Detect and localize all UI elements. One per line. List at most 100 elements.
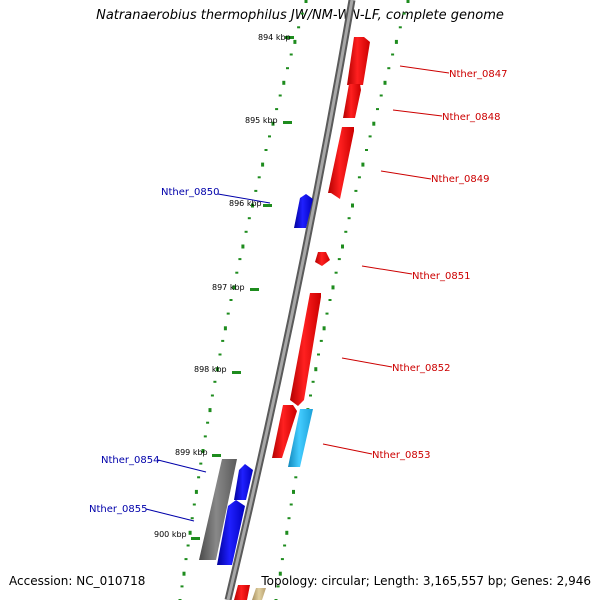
ring-dot: [285, 530, 289, 535]
ring-dot: [201, 449, 205, 453]
gene-feature-nther-0854[interactable]: [234, 464, 253, 500]
ring-dot: [257, 176, 261, 179]
ring-dot: [206, 421, 210, 424]
genome-summary-text: Topology: circular; Length: 3,165,557 bp…: [261, 574, 591, 588]
ring-dot: [287, 517, 291, 520]
gene-feature-nther-0855[interactable]: [217, 500, 245, 565]
ring-dot: [223, 326, 227, 331]
ring-dot: [398, 26, 402, 29]
ring-dot: [297, 26, 301, 29]
ring-dot: [244, 230, 248, 233]
genome-title: Natranaerobius thermophilus JW/NM-WN-LF,…: [96, 8, 504, 23]
tick-mark: [191, 537, 200, 540]
gene-callouts-forward: Nther_0847 Nther_0848 Nther_0849 Nther_0…: [322, 65, 507, 461]
ring-dot: [322, 326, 326, 331]
ring-dot: [317, 353, 320, 356]
ring-dot: [184, 558, 188, 561]
ring-dot: [188, 530, 192, 535]
ring-dot: [341, 244, 344, 249]
ring-dot: [294, 476, 298, 479]
tick-label: 898 kbp: [194, 365, 227, 374]
callout-line: [361, 265, 413, 275]
ring-dot: [357, 176, 361, 179]
callout-line: [145, 508, 195, 522]
gene-label-nther-0850[interactable]: Nther_0850: [161, 187, 219, 198]
ring-dot: [203, 435, 207, 438]
ring-dot: [235, 271, 239, 274]
inner-dotted-ring: [178, 0, 308, 600]
tick-label: 894 kbp: [258, 33, 291, 42]
gene-label-nther-0851[interactable]: Nther_0851: [412, 271, 470, 282]
ring-dot: [387, 67, 391, 70]
ring-dot: [383, 80, 387, 85]
gene-label-nther-0849[interactable]: Nther_0849: [431, 174, 489, 185]
genome-backbone: [224, 0, 356, 600]
ring-dot: [190, 517, 194, 520]
ring-dot: [354, 189, 358, 192]
ring-dot: [275, 108, 279, 111]
ring-dot: [283, 544, 287, 547]
ring-dot: [309, 394, 312, 397]
gene-label-nther-0855[interactable]: Nther_0855: [89, 504, 147, 515]
callout-line: [157, 459, 207, 473]
ring-dot: [197, 476, 201, 479]
ring-dot: [278, 94, 282, 97]
tick-label: 896 kbp: [229, 199, 262, 208]
accession-text: Accession: NC_010718: [9, 574, 146, 588]
ring-dot: [402, 12, 406, 15]
ring-dot: [293, 39, 297, 44]
ring-dot: [391, 53, 395, 56]
ring-dot: [194, 489, 198, 494]
ring-dot: [180, 585, 184, 588]
gene-feature-bottom-tan[interactable]: [252, 588, 266, 600]
gene-feature-nther-0848[interactable]: [343, 84, 361, 118]
tick-label: 895 kbp: [245, 116, 278, 125]
ring-dot: [254, 189, 258, 192]
ring-dot: [289, 53, 293, 56]
gene-label-nther-0848[interactable]: Nther_0848: [442, 112, 500, 123]
ring-dot: [376, 108, 379, 111]
ring-dot: [251, 203, 254, 208]
ring-dot: [328, 299, 332, 301]
ring-dot: [229, 299, 233, 301]
gene-feature-nther-0847[interactable]: [347, 37, 370, 85]
ring-dot: [186, 544, 190, 547]
ring-dot: [208, 408, 212, 413]
gene-feature-gray[interactable]: [199, 459, 237, 560]
tick-mark: [250, 288, 259, 291]
gene-feature-nther-0853a[interactable]: [272, 405, 297, 458]
tick-label: 900 kbp: [154, 530, 187, 539]
ring-dot: [286, 67, 289, 70]
ring-dot: [241, 244, 245, 249]
ring-dot: [347, 217, 351, 220]
ring-dot: [215, 367, 219, 372]
gene-feature-bottom-red[interactable]: [234, 585, 250, 600]
ring-dot: [289, 503, 293, 506]
tick-mark: [263, 204, 272, 207]
tick-mark: [232, 371, 241, 374]
gene-label-nther-0847[interactable]: Nther_0847: [449, 69, 507, 80]
tick-mark: [283, 121, 292, 124]
ring-dot: [199, 462, 203, 465]
gene-label-nther-0853[interactable]: Nther_0853: [372, 450, 430, 461]
gene-feature-nther-0850[interactable]: [294, 194, 313, 228]
ring-dot: [232, 285, 236, 290]
gene-feature-nther-0849[interactable]: [328, 127, 354, 199]
gene-feature-nther-0851[interactable]: [315, 252, 330, 266]
ring-dot: [300, 12, 304, 15]
ring-dot: [221, 339, 225, 342]
ring-dot: [247, 217, 251, 220]
gene-feature-nther-0852[interactable]: [290, 293, 321, 406]
tick-mark: [285, 36, 294, 39]
ring-dot: [344, 230, 348, 233]
gene-label-nther-0854[interactable]: Nther_0854: [101, 455, 159, 466]
tick-label: 899 kbp: [175, 448, 208, 457]
gene-label-nther-0852[interactable]: Nther_0852: [392, 363, 450, 374]
gene-feature-nther-0853[interactable]: [288, 409, 313, 467]
ring-dot: [264, 149, 268, 151]
tick-label: 897 kbp: [212, 283, 245, 292]
tick-mark: [212, 454, 221, 457]
ring-dot: [218, 353, 222, 356]
